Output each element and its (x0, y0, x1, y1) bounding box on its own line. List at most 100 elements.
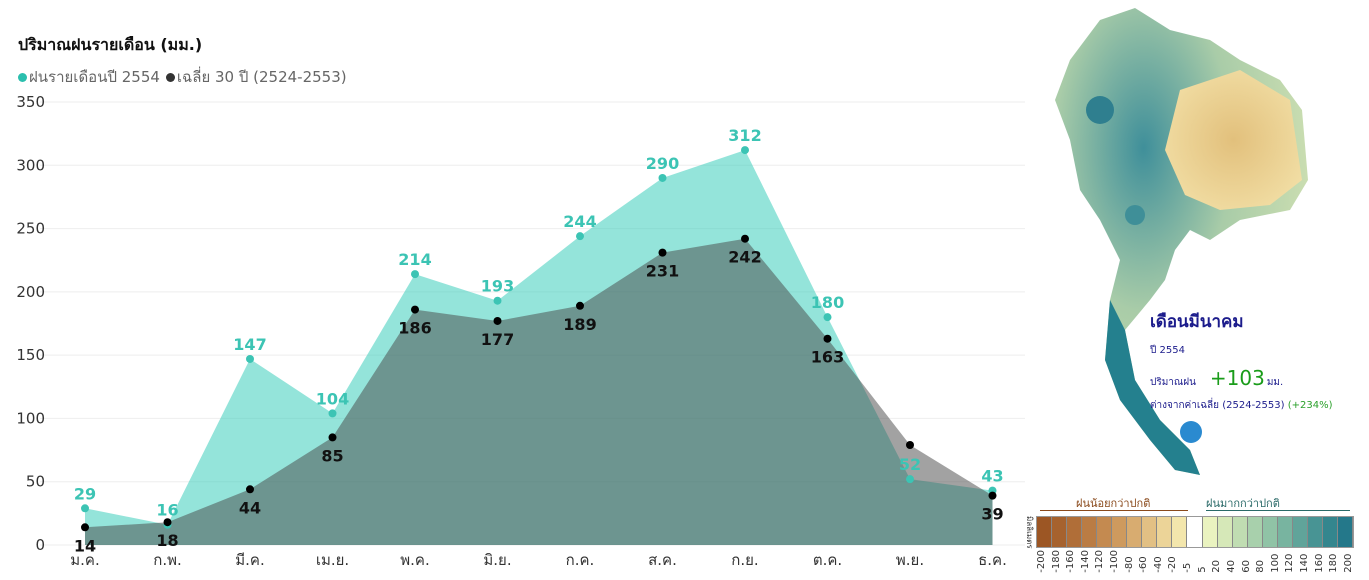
rain-2554-data-label: 193 (481, 277, 514, 296)
rain-2554-point (493, 296, 502, 305)
less-rain-label: ฝนน้อยกว่าปกติ (1076, 497, 1151, 510)
scale-cell (1232, 517, 1248, 547)
average-point (493, 316, 502, 325)
scale-tick: 180 (1328, 553, 1340, 573)
scale-cell (1262, 517, 1278, 547)
average-data-label: 177 (481, 330, 514, 349)
left-arrow-icon (1040, 510, 1188, 511)
rainfall-map (1055, 8, 1308, 475)
scale-unit-label: มิลลิเมตร (1025, 516, 1034, 549)
average-point (906, 441, 914, 450)
scale-cell (1217, 517, 1233, 547)
scale-cell (1067, 517, 1083, 547)
scale-tick: -80 (1123, 556, 1135, 573)
scale-cell (1112, 517, 1128, 547)
rainfall-chart: 0 50 100 150 200 250 300 350 29 16 147 104 214 193 244… (16, 93, 1025, 569)
y-tick-label: 150 (16, 346, 45, 364)
x-tick-label: ก.ค. (566, 551, 595, 569)
y-tick-label: 250 (16, 220, 45, 238)
x-tick-label: มี.ค. (235, 551, 264, 569)
rain-2554-point (741, 146, 749, 155)
scale-tick: 20 (1211, 559, 1223, 573)
legend-item-average[interactable]: เฉลี่ย 30 ปี (2524-2553) (165, 65, 347, 89)
rain-2554-data-label: 52 (899, 455, 921, 474)
chart-legend: ฝนรายเดือนปี 2554 เฉลี่ย 30 ปี (2524-255… (18, 65, 347, 89)
scale-tick: -40 (1152, 556, 1164, 573)
scale-cell (1247, 517, 1263, 547)
scale-cell (1172, 517, 1188, 547)
average-area (85, 238, 993, 545)
average-data-label: 189 (563, 315, 596, 334)
y-tick-label: 300 (16, 156, 45, 174)
legend-item-2554[interactable]: ฝนรายเดือนปี 2554 (18, 65, 160, 89)
scale-cell (1142, 517, 1158, 547)
legend-dot-average (165, 73, 175, 82)
scale-tick: -60 (1138, 556, 1150, 573)
scale-tick: 160 (1313, 553, 1325, 573)
rain-2554-point (906, 475, 914, 484)
scale-tick: 5 (1196, 566, 1208, 573)
rain-unit: มม. (1266, 377, 1284, 388)
x-tick-label: เม.ย. (316, 551, 349, 569)
rain-value: +103 (1209, 366, 1265, 390)
legend-dot-2554 (18, 73, 27, 82)
scale-tick: 100 (1269, 553, 1281, 573)
rain-2554-data-label: 244 (563, 212, 596, 231)
x-tick-label: ก.ย. (731, 551, 758, 569)
scale-cell (1202, 517, 1218, 547)
rain-2554-data-label: 104 (316, 389, 349, 408)
diff-pct: (+234%) (1287, 400, 1333, 411)
average-data-label: 14 (74, 536, 96, 555)
scale-tick: -200 (1036, 550, 1047, 573)
chart-title: ปริมาณฝนรายเดือน (มม.) (18, 35, 203, 54)
average-point (823, 334, 832, 343)
scale-tick: 200 (1342, 553, 1354, 573)
x-tick-label: ส.ค. (648, 551, 677, 569)
water-logo-icon (1180, 421, 1202, 443)
scale-cell (1322, 517, 1338, 547)
scale-cell (1127, 517, 1143, 547)
scale-tick: -180 (1050, 550, 1062, 573)
x-tick-label: ต.ค. (813, 551, 842, 569)
scale-cell (1097, 517, 1113, 547)
average-point (328, 433, 337, 442)
average-data-label: 18 (156, 531, 178, 550)
rain-2554-point (81, 504, 89, 513)
scale-tick: -100 (1109, 550, 1121, 573)
y-tick-label: 0 (35, 536, 45, 554)
scale-tick: -140 (1079, 550, 1091, 573)
year-label: ปี 2554 (1150, 345, 1185, 356)
rain-2554-data-label: 214 (398, 250, 431, 269)
average-point (658, 248, 667, 257)
scale-tick: 40 (1225, 559, 1237, 573)
rain-2554-data-label: 312 (728, 126, 761, 145)
legend-label-average: เฉลี่ย 30 ปี (2524-2553) (176, 68, 347, 86)
x-tick-label: พ.ย. (896, 551, 924, 569)
average-data-label: 85 (321, 446, 343, 465)
average-point (81, 523, 89, 532)
rain-2554-data-label: 16 (156, 501, 178, 520)
average-point (411, 305, 419, 314)
x-tick-label: มิ.ย. (483, 551, 511, 569)
scale-tick: -120 (1094, 550, 1106, 573)
average-data-label: 163 (811, 348, 844, 367)
y-tick-label: 100 (16, 409, 45, 427)
average-data-label: 242 (728, 248, 761, 267)
average-data-label: 231 (646, 262, 679, 281)
scale-cell (1052, 517, 1068, 547)
right-arrow-icon (1206, 510, 1350, 511)
map-info-panel: เดือนมีนาคม ปี 2554 ปริมาณฝน +103 มม. ต่าง… (1150, 308, 1333, 443)
y-tick-label: 350 (16, 93, 45, 111)
scale-cell (1307, 517, 1323, 547)
x-tick-label: ธ.ค. (978, 551, 1007, 569)
scale-cell (1037, 517, 1053, 547)
scale-tick: 80 (1255, 559, 1267, 573)
rain-2554-data-label: 29 (74, 484, 96, 503)
average-point (246, 485, 254, 494)
average-data-label: 186 (398, 319, 431, 338)
color-scale-bar (1036, 516, 1354, 548)
x-tick-label: ก.พ. (153, 551, 182, 569)
rain-2554-point (823, 313, 832, 322)
x-tick-label: พ.ค. (400, 551, 429, 569)
scale-cell (1082, 517, 1098, 547)
